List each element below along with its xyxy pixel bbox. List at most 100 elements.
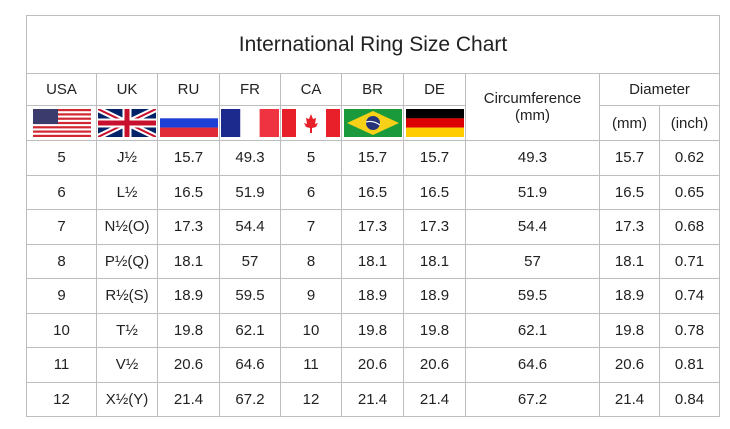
cell-de: 21.4 [403, 381, 466, 417]
ring-size-table: International Ring Size Chart USA UK RU … [26, 15, 720, 417]
header-uk: UK [96, 73, 158, 106]
cell-circumference-mm: 57 [465, 243, 600, 279]
cell-br: 18.9 [341, 278, 404, 314]
cell-br: 16.5 [341, 174, 404, 210]
table-row: 8 P½(Q) 18.1 57 8 18.1 18.1 57 18.1 0.71 [26, 243, 720, 279]
cell-diameter-inch: 0.65 [659, 174, 720, 210]
germany-flag-icon [405, 109, 464, 137]
cell-ru: 20.6 [157, 347, 220, 383]
us-flag-cell [26, 105, 97, 141]
cell-diameter-inch: 0.78 [659, 312, 720, 348]
cell-uk: X½(Y) [96, 381, 158, 417]
cell-usa: 11 [26, 347, 97, 383]
cell-ca: 8 [280, 243, 342, 279]
ring-size-chart: International Ring Size Chart USA UK RU … [26, 15, 720, 417]
cell-ru: 16.5 [157, 174, 220, 210]
cell-de: 17.3 [403, 209, 466, 245]
cell-fr: 57 [219, 243, 281, 279]
cell-diameter-mm: 20.6 [599, 347, 660, 383]
cell-ca: 11 [280, 347, 342, 383]
russia-flag-cell [157, 105, 220, 141]
cell-uk: N½(O) [96, 209, 158, 245]
cell-de: 19.8 [403, 312, 466, 348]
cell-de: 15.7 [403, 140, 466, 176]
header-ru: RU [157, 73, 220, 106]
cell-uk: R½(S) [96, 278, 158, 314]
cell-ru: 15.7 [157, 140, 220, 176]
uk-flag-icon [98, 109, 156, 137]
us-flag-icon [32, 109, 91, 137]
header-diameter-mm: (mm) [599, 105, 660, 141]
cell-br: 21.4 [341, 381, 404, 417]
header-fr: FR [219, 73, 281, 106]
cell-circumference-mm: 62.1 [465, 312, 600, 348]
cell-de: 18.1 [403, 243, 466, 279]
cell-uk: V½ [96, 347, 158, 383]
cell-usa: 8 [26, 243, 97, 279]
france-flag-cell [219, 105, 281, 141]
header-circumference: Circumference (mm) [465, 73, 600, 141]
cell-diameter-inch: 0.71 [659, 243, 720, 279]
cell-ru: 18.1 [157, 243, 220, 279]
cell-diameter-inch: 0.68 [659, 209, 720, 245]
cell-fr: 67.2 [219, 381, 281, 417]
header-de: DE [403, 73, 466, 106]
cell-uk: T½ [96, 312, 158, 348]
cell-circumference-mm: 67.2 [465, 381, 600, 417]
cell-circumference-mm: 51.9 [465, 174, 600, 210]
cell-de: 20.6 [403, 347, 466, 383]
cell-ru: 17.3 [157, 209, 220, 245]
cell-de: 18.9 [403, 278, 466, 314]
cell-diameter-mm: 16.5 [599, 174, 660, 210]
cell-br: 20.6 [341, 347, 404, 383]
cell-circumference-mm: 49.3 [465, 140, 600, 176]
header-diameter: Diameter [599, 73, 720, 106]
cell-usa: 9 [26, 278, 97, 314]
cell-ru: 21.4 [157, 381, 220, 417]
cell-circumference-mm: 64.6 [465, 347, 600, 383]
cell-usa: 5 [26, 140, 97, 176]
cell-fr: 54.4 [219, 209, 281, 245]
canada-flag-cell [280, 105, 342, 141]
cell-br: 15.7 [341, 140, 404, 176]
circumference-label: Circumference [483, 90, 582, 107]
table-row: 6 L½ 16.5 51.9 6 16.5 16.5 51.9 16.5 0.65 [26, 174, 720, 210]
cell-diameter-mm: 18.9 [599, 278, 660, 314]
cell-uk: P½(Q) [96, 243, 158, 279]
cell-diameter-inch: 0.81 [659, 347, 720, 383]
cell-usa: 12 [26, 381, 97, 417]
cell-usa: 7 [26, 209, 97, 245]
cell-uk: J½ [96, 140, 158, 176]
cell-usa: 10 [26, 312, 97, 348]
table-row: 5 J½ 15.7 49.3 5 15.7 15.7 49.3 15.7 0.62 [26, 140, 720, 176]
cell-ca: 12 [280, 381, 342, 417]
cell-diameter-mm: 15.7 [599, 140, 660, 176]
uk-flag-cell [96, 105, 158, 141]
cell-diameter-mm: 21.4 [599, 381, 660, 417]
circumference-unit: (mm) [515, 107, 550, 124]
table-row: 12 X½(Y) 21.4 67.2 12 21.4 21.4 67.2 21.4 0.84 [26, 381, 720, 417]
cell-usa: 6 [26, 174, 97, 210]
cell-br: 17.3 [341, 209, 404, 245]
table-row: 9 R½(S) 18.9 59.5 9 18.9 18.9 59.5 18.9 0.74 [26, 278, 720, 314]
table-row: 7 N½(O) 17.3 54.4 7 17.3 17.3 54.4 17.3 0.68 [26, 209, 720, 245]
header-diameter-inch: (inch) [659, 105, 720, 141]
header-usa: USA [26, 73, 97, 106]
chart-title: International Ring Size Chart [26, 15, 720, 74]
cell-ca: 7 [280, 209, 342, 245]
cell-uk: L½ [96, 174, 158, 210]
russia-flag-icon [159, 109, 218, 137]
cell-fr: 51.9 [219, 174, 281, 210]
cell-diameter-mm: 17.3 [599, 209, 660, 245]
germany-flag-cell [403, 105, 466, 141]
brazil-flag-icon [343, 109, 402, 137]
cell-ca: 6 [280, 174, 342, 210]
cell-diameter-mm: 18.1 [599, 243, 660, 279]
cell-ca: 5 [280, 140, 342, 176]
cell-fr: 49.3 [219, 140, 281, 176]
cell-diameter-inch: 0.74 [659, 278, 720, 314]
cell-br: 19.8 [341, 312, 404, 348]
cell-ca: 9 [280, 278, 342, 314]
cell-br: 18.1 [341, 243, 404, 279]
cell-ca: 10 [280, 312, 342, 348]
